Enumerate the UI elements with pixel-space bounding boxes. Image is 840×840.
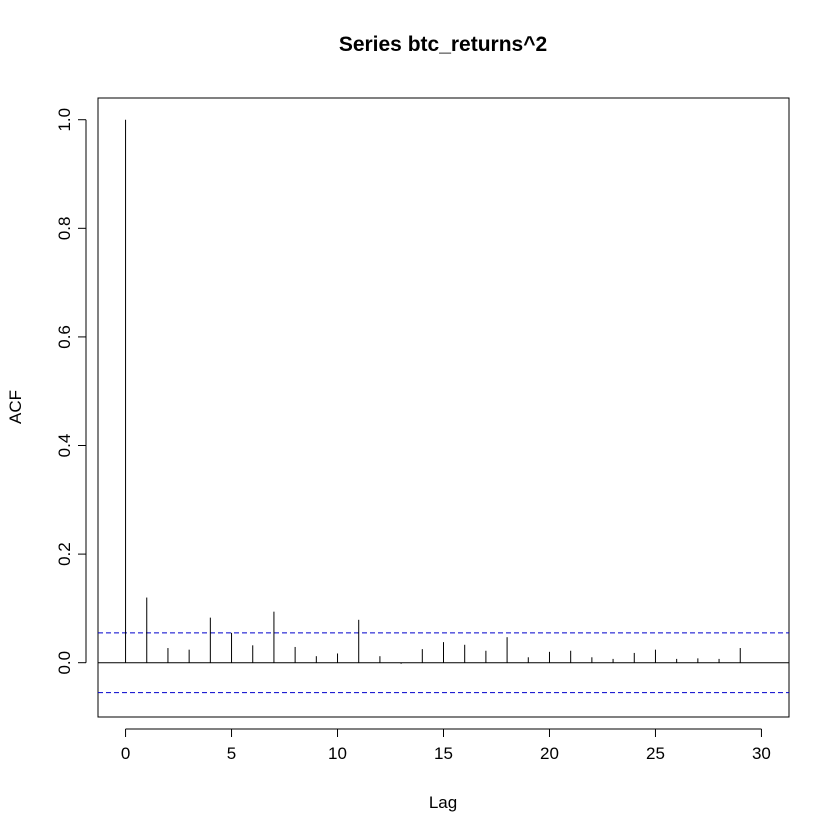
x-tick-label-20: 20	[540, 744, 559, 763]
chart-title: Series btc_returns^2	[339, 33, 547, 56]
y-tick-label-0: 0.0	[55, 651, 74, 675]
y-axis-label: ACF	[6, 390, 25, 424]
x-tick-label-30: 30	[752, 744, 771, 763]
x-tick-label-5: 5	[227, 744, 236, 763]
y-tick-label-5: 1.0	[55, 108, 74, 132]
x-tick-label-10: 10	[328, 744, 347, 763]
y-tick-label-3: 0.6	[55, 325, 74, 349]
y-tick-label-2: 0.4	[55, 434, 74, 458]
y-tick-label-1: 0.2	[55, 542, 74, 566]
y-tick-label-4: 0.8	[55, 216, 74, 240]
x-tick-label-15: 15	[434, 744, 453, 763]
x-tick-label-25: 25	[646, 744, 665, 763]
x-tick-label-0: 0	[121, 744, 130, 763]
x-axis-label: Lag	[429, 793, 457, 812]
plot-frame	[97, 97, 790, 718]
